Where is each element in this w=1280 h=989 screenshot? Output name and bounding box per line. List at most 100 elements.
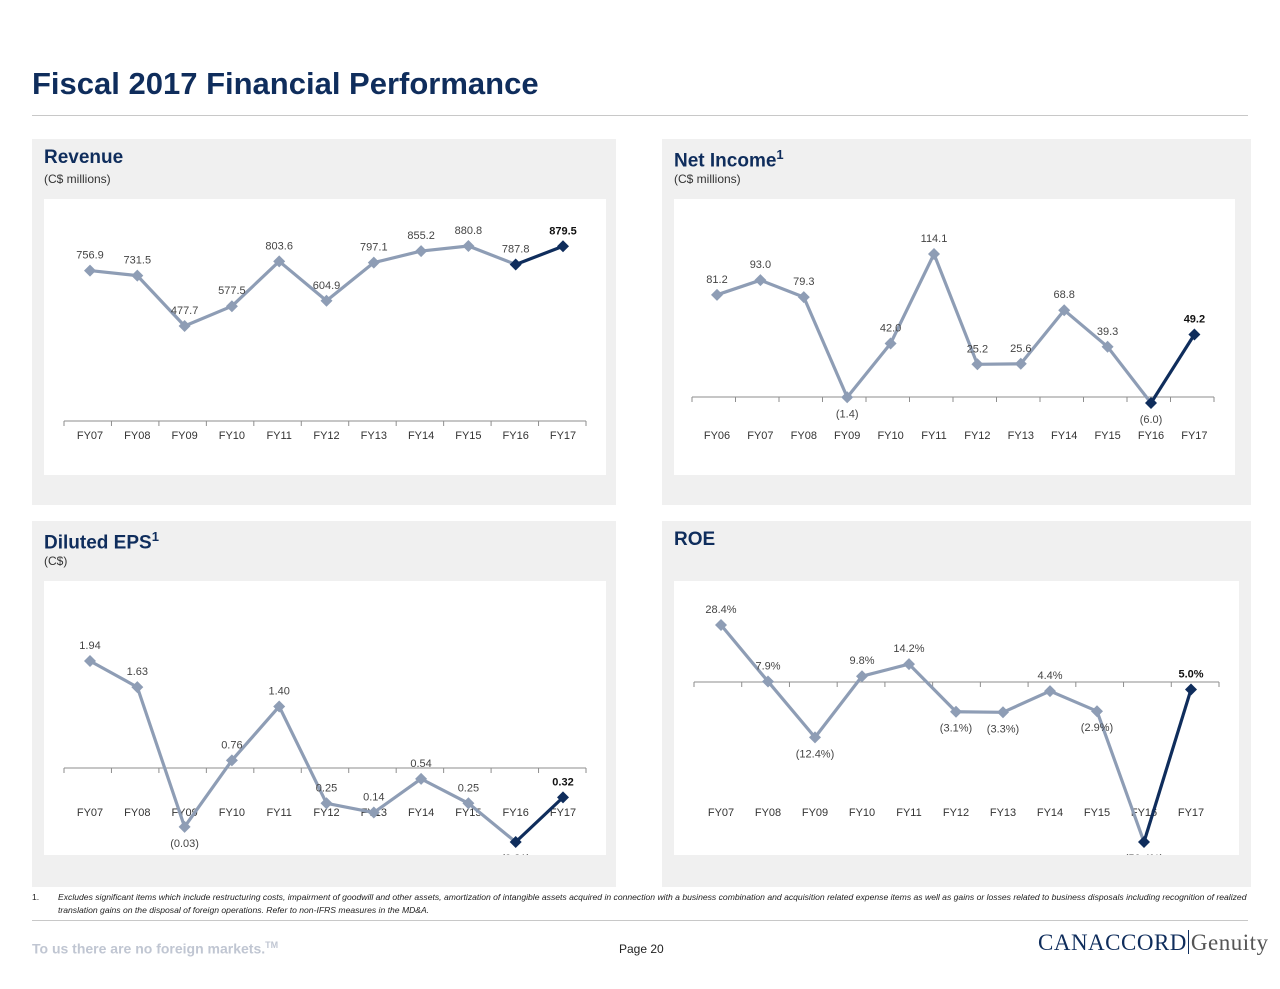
data-point: [856, 670, 868, 683]
eps-subtitle: (C$): [44, 554, 68, 568]
x-tick-label: FY08: [124, 430, 150, 442]
data-label: 855.2: [407, 230, 435, 242]
data-point: [320, 797, 333, 810]
data-label: 0.25: [458, 782, 479, 794]
title-divider: [32, 115, 1248, 116]
x-tick-label: FY12: [943, 807, 969, 819]
data-point: [762, 675, 774, 688]
data-label: 28.4%: [705, 604, 736, 616]
series-line-segment: [719, 623, 770, 683]
series-line-segment: [1002, 689, 1051, 714]
footer-divider: [32, 920, 1248, 921]
data-label: 0.76: [221, 739, 242, 751]
data-label: 1.94: [79, 640, 100, 652]
data-point: [715, 619, 727, 631]
data-point: [178, 820, 191, 833]
data-point: [1101, 340, 1114, 353]
data-point: [320, 294, 333, 307]
series-line-segment: [467, 244, 517, 266]
x-tick-label: FY08: [124, 807, 150, 819]
footnote-number: 1.: [32, 892, 40, 902]
eps-panel: Diluted EPS1 (C$) FY07 FY08 FY09 FY10 FY11 FY…: [32, 521, 616, 887]
data-label: 49.2: [1184, 314, 1205, 326]
data-point: [557, 791, 569, 804]
revenue-subtitle: (C$ millions): [44, 172, 111, 186]
x-tick-label: FY15: [455, 430, 481, 442]
series-line-segment: [230, 705, 281, 762]
data-point: [273, 255, 286, 268]
data-point: [884, 337, 897, 350]
data-label: 731.5: [124, 255, 152, 267]
data-point: [131, 681, 144, 694]
x-tick-label: FY10: [219, 807, 245, 819]
x-tick-label: FY09: [171, 430, 197, 442]
series-line-segment: [802, 296, 849, 398]
data-point: [711, 288, 723, 301]
x-tick-label: FY07: [77, 430, 103, 442]
series-line-segment: [277, 705, 328, 804]
x-tick-label: FY15: [1084, 807, 1110, 819]
revenue-title: Revenue: [44, 147, 124, 168]
series-line-segment: [467, 802, 517, 844]
data-point: [225, 754, 238, 767]
data-label: 0.54: [410, 758, 431, 770]
data-point: [841, 391, 854, 404]
data-point: [1044, 685, 1056, 698]
data-label: 879.5: [549, 225, 577, 237]
series-line-segment: [845, 342, 892, 399]
x-tick-label: FY12: [313, 807, 339, 819]
data-point: [273, 700, 286, 713]
series-line-segment: [373, 249, 422, 265]
data-point: [415, 772, 428, 785]
series-line-segment: [135, 686, 187, 828]
trademark-mark: TM: [265, 940, 279, 950]
series-line-segment: [420, 244, 469, 253]
x-tick-label: FY16: [503, 807, 529, 819]
series-line-segment: [89, 659, 139, 689]
eps-chart: FY07FY08FY09FY10FY11FY12FY13FY14FY15FY16…: [44, 581, 606, 855]
x-tick-label: FY11: [921, 430, 946, 442]
data-label: 79.3: [793, 276, 814, 288]
x-tick-label: FY11: [266, 807, 291, 819]
logo-main: CANACCORD: [1038, 930, 1187, 955]
data-point: [84, 264, 96, 277]
series-line-segment: [278, 260, 328, 302]
data-point: [367, 806, 380, 819]
x-tick-label: FY17: [550, 807, 576, 819]
series-line-segment: [183, 759, 234, 828]
data-point: [903, 658, 915, 671]
series-line-segment: [889, 253, 936, 345]
x-tick-label: FY13: [361, 430, 387, 442]
data-point: [178, 320, 191, 332]
data-label: 797.1: [360, 242, 388, 254]
series-line-segment: [372, 777, 423, 814]
series-line-segment: [1095, 710, 1146, 843]
net-income-chart-svg: FY06 FY07 FY08 FY09 FY10 FY11 FY12 FY13 FY14 FY15…: [691, 233, 1215, 442]
series-line-segment: [515, 244, 564, 266]
revenue-panel: Revenue (C$ millions) FY07 FY08 FY09 FY10 FY…: [32, 139, 616, 505]
net-income-chart: FY06 FY07 FY08 FY09 FY10 FY11 FY12 FY13 FY14 FY15…: [674, 199, 1235, 475]
series-line-segment: [1063, 308, 1109, 349]
x-tick-label: FY07: [708, 807, 734, 819]
data-label: 0.14: [363, 792, 384, 804]
x-tick-label: FY06: [704, 430, 730, 442]
data-label: (3.3%): [987, 723, 1019, 735]
data-label: 93.0: [750, 259, 771, 271]
x-tick-label: FY10: [877, 430, 903, 442]
data-point: [1014, 357, 1027, 370]
series-line-segment: [766, 680, 817, 739]
logo-secondary: Genuity: [1190, 930, 1269, 955]
data-point: [462, 797, 475, 810]
data-label: 0.25: [316, 782, 337, 794]
x-tick-label: FY10: [849, 807, 875, 819]
data-label: 604.9: [313, 280, 341, 292]
data-label: 42.0: [880, 322, 901, 334]
x-tick-label: FY14: [1051, 430, 1077, 442]
data-point: [809, 731, 821, 744]
series-line-segment: [955, 710, 1004, 714]
series-line-segment: [420, 777, 470, 805]
data-point: [1138, 836, 1150, 848]
data-point: [225, 300, 238, 313]
data-point: [557, 240, 569, 253]
x-tick-label: FY17: [1178, 807, 1204, 819]
